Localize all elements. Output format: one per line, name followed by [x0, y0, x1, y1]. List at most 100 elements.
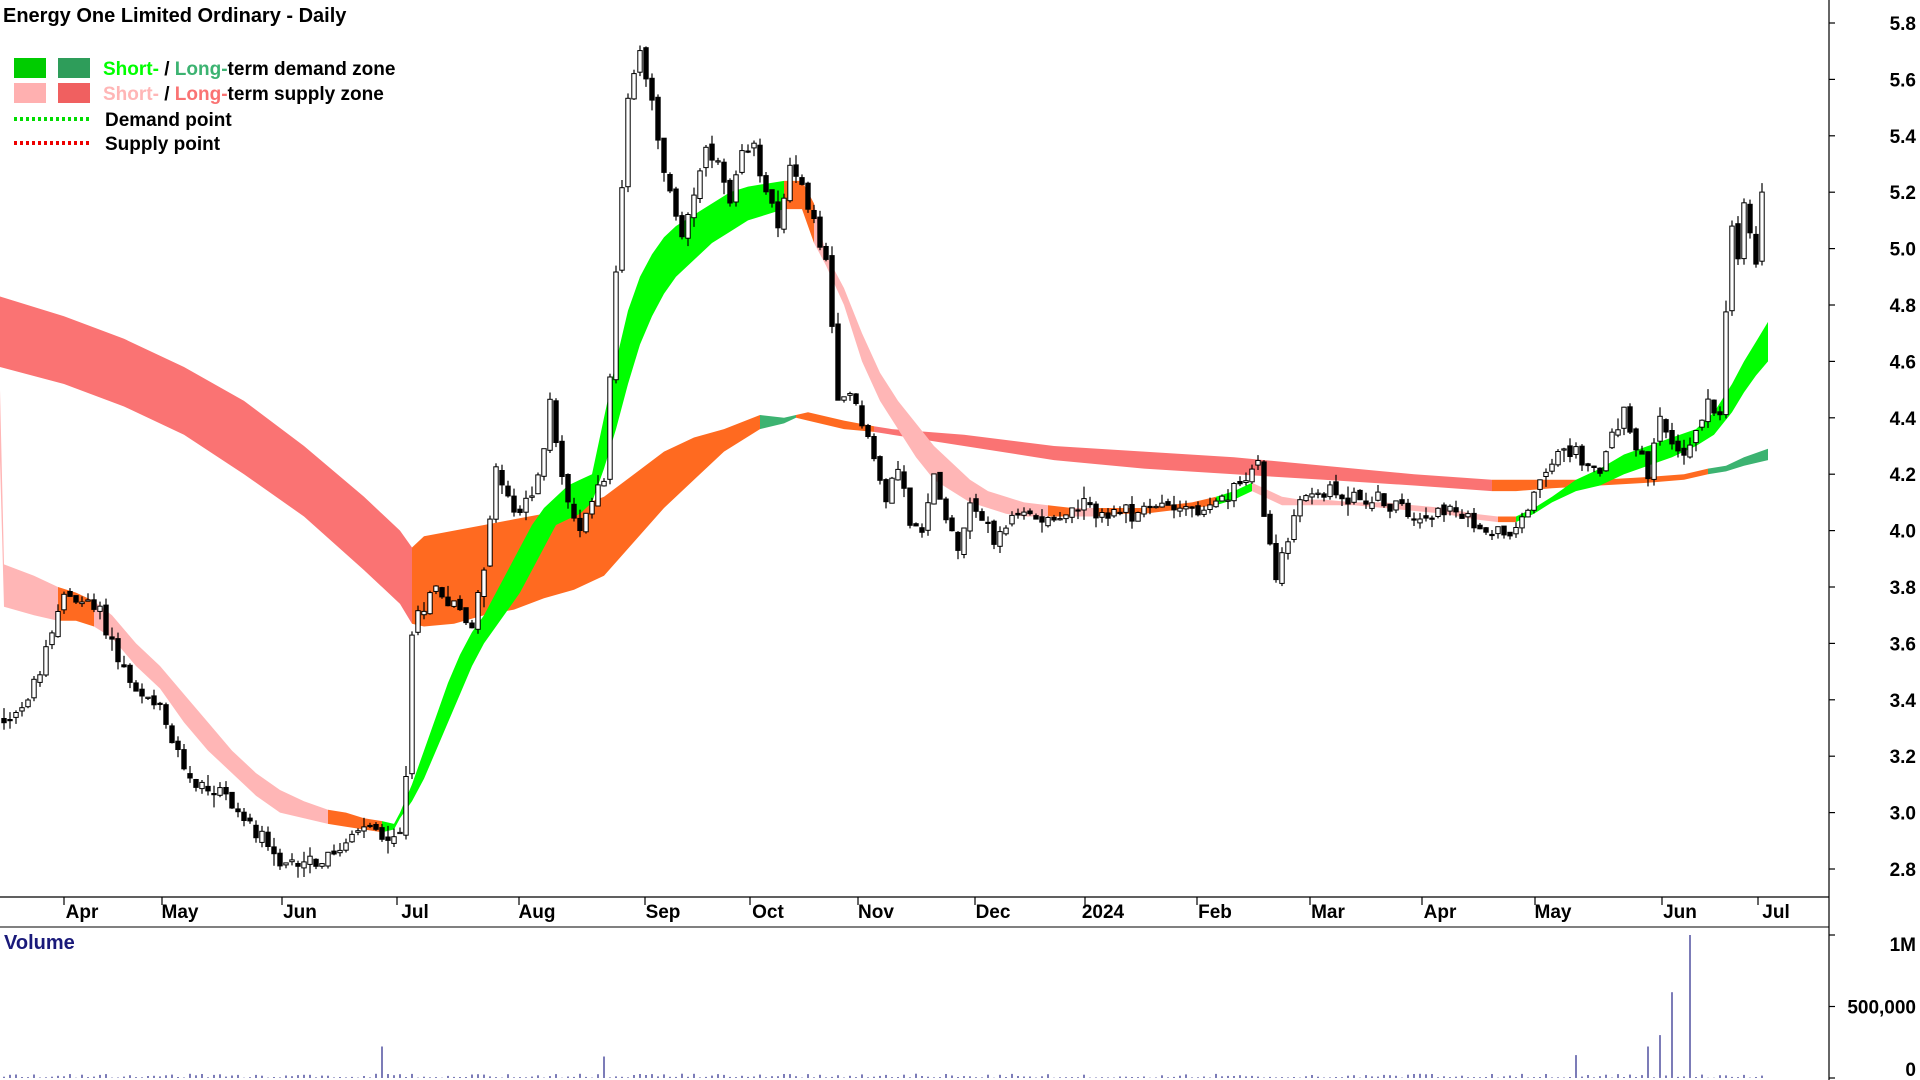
candle [727, 178, 733, 207]
candle [433, 585, 439, 595]
candle-body [1123, 504, 1129, 513]
volume-axis: 1M 500,000 0 [1829, 934, 1916, 1080]
price-tick-label: 3.2 [1890, 747, 1916, 768]
candle-body [1141, 505, 1147, 515]
candle [199, 780, 205, 794]
legend-supply-point: Supply point [105, 134, 221, 155]
candle-body [1255, 460, 1261, 466]
candle [955, 531, 961, 560]
legend-demand-long: Long- [175, 59, 228, 80]
candle [523, 490, 529, 521]
candle-body [37, 674, 43, 683]
candle-body [1465, 513, 1471, 518]
candle [403, 766, 409, 840]
candle [265, 826, 271, 851]
candle-body [853, 393, 859, 404]
candle-body [1261, 461, 1267, 517]
candle [607, 373, 613, 485]
candle [1411, 512, 1417, 526]
candle [1657, 407, 1663, 446]
candle-body [7, 719, 13, 722]
candle [361, 817, 367, 838]
candle-body [919, 527, 925, 533]
candle-body [223, 787, 229, 795]
candle [1567, 438, 1573, 463]
candle [1339, 493, 1345, 506]
candle [91, 593, 97, 613]
candle-body [595, 484, 601, 507]
candle-body [13, 712, 19, 718]
candle [1243, 472, 1249, 486]
candle-body [169, 725, 175, 744]
candle-body [955, 531, 961, 551]
candle-body [445, 596, 451, 607]
candle [973, 493, 979, 518]
candle-body [313, 858, 319, 867]
candle [283, 862, 289, 869]
candle-body [865, 425, 871, 437]
candle-body [1309, 493, 1315, 498]
time-tick-label: Jul [401, 902, 428, 923]
candle-body [751, 142, 757, 149]
candle [1195, 501, 1201, 517]
candle-body [1201, 509, 1207, 515]
candle [1675, 434, 1681, 458]
candle [1681, 439, 1687, 465]
candle-body [211, 793, 217, 796]
candle [1609, 428, 1615, 449]
candle [751, 140, 757, 157]
candle [1423, 507, 1429, 522]
candle [1159, 494, 1165, 508]
candle-body [1225, 499, 1231, 502]
candle [883, 478, 889, 509]
candle [991, 519, 997, 550]
candle-body [907, 487, 913, 526]
legend-supply-sep: / [159, 84, 175, 105]
candle [1489, 530, 1495, 540]
candle-body [1165, 501, 1171, 506]
candle-body [1519, 516, 1525, 529]
candle-body [271, 846, 277, 855]
price-tick-label: 5.0 [1890, 240, 1916, 261]
candle-body [1009, 514, 1015, 525]
candle [1735, 216, 1741, 265]
candle-body [235, 808, 241, 813]
candle [1303, 494, 1309, 502]
candle-body [1399, 499, 1405, 505]
candle [1255, 455, 1261, 470]
candle [217, 782, 223, 798]
candle [1471, 508, 1477, 533]
candle-body [619, 187, 625, 271]
candle [379, 824, 385, 842]
candle [97, 601, 103, 620]
candle-body [1489, 533, 1495, 537]
candle [229, 791, 235, 809]
candle-body [703, 146, 709, 169]
candle-body [121, 664, 127, 668]
candle [499, 464, 505, 494]
candle-body [943, 498, 949, 521]
candle-body [451, 600, 457, 607]
candle-body [1207, 504, 1213, 510]
candle [445, 585, 451, 607]
candle [1069, 507, 1075, 524]
candle-body [91, 599, 97, 610]
price-tick-label: 4.6 [1890, 352, 1916, 373]
candle-body [229, 791, 235, 809]
candle [1327, 481, 1333, 500]
candle-body [1021, 511, 1027, 516]
candle-body [199, 781, 205, 790]
candle-body [1729, 225, 1735, 312]
candle-body [1027, 510, 1033, 515]
candle [571, 497, 577, 522]
candle [1705, 389, 1711, 428]
candle [1561, 447, 1567, 462]
candle-body [673, 188, 679, 217]
candle-body [415, 610, 421, 633]
candle [295, 860, 301, 878]
candle [1591, 465, 1597, 473]
short-zone-band-segment-1 [58, 587, 94, 627]
candle-body [1531, 491, 1537, 511]
time-tick-label: May [162, 902, 199, 923]
candle [1189, 506, 1195, 518]
